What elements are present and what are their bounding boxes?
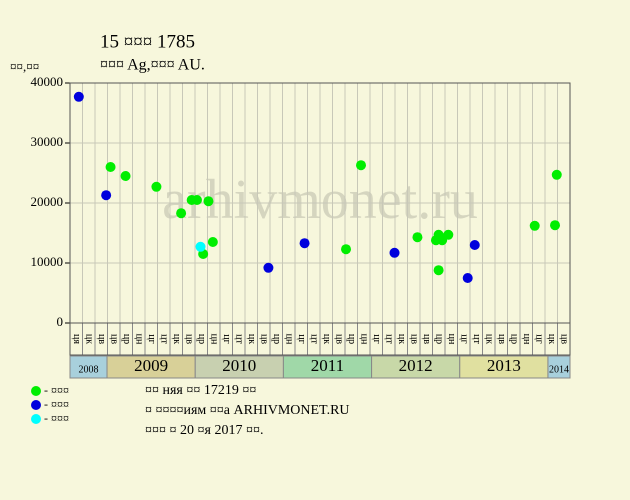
point [203,196,214,207]
month-label: цг [296,334,307,343]
month-label: цр [346,334,357,344]
month-label: цн [358,334,369,345]
month-label: цк [546,334,557,344]
point [341,244,352,255]
point [195,241,206,252]
month-label: цк [83,334,94,344]
year-label: 2012 [399,356,433,375]
month-label: цн [283,334,294,345]
chart-title: 15 ¤¤¤ 1785 [100,31,195,52]
legend-label: - ¤¤¤ [44,383,69,397]
point [550,220,561,231]
year-label: 2013 [487,356,521,375]
month-label: цв [333,334,344,344]
point [389,247,400,258]
point [263,262,274,273]
point [356,160,367,171]
month-label: цк [483,334,494,344]
year-label: 2014 [549,364,569,375]
legend-marker [31,386,41,396]
y-tick-label: 10000 [31,254,64,269]
month-label: цг [533,334,544,343]
legend-label: - ¤¤¤ [44,397,69,411]
month-label: цк [321,334,332,344]
month-label: цр [121,334,132,344]
y-tick-label: 30000 [31,134,64,149]
point [433,265,444,276]
month-label: цн [446,334,457,345]
point [443,229,454,240]
month-label: ця [71,334,82,344]
month-label: цк [396,334,407,344]
year-label: 2009 [134,356,168,375]
month-label: цр [271,334,282,344]
year-band [547,355,571,379]
y-tick-label: 0 [57,314,64,329]
point [299,238,310,249]
plot-frame [69,82,571,356]
year-label: 2008 [79,364,99,375]
legend-label: - ¤¤¤ [44,411,69,425]
point [120,171,131,181]
point [462,273,473,283]
month-label: цв [96,334,107,344]
note: ¤¤¤ ¤ 20 ¤я 2017 ¤¤. [145,423,263,438]
legend-marker [31,414,41,424]
month-label: цт [308,334,319,344]
month-label: цг [221,334,232,343]
chart-subtitle: ¤¤¤ Ag,¤¤¤ AU. [100,57,205,74]
legend-marker [31,400,41,410]
month-label: цв [558,334,569,344]
point [207,237,218,247]
month-label: цт [233,334,244,344]
month-label: цн [133,334,144,345]
year-label: 2011 [311,356,344,375]
point [191,195,202,205]
note: ¤ ¤¤¤¤иям ¤¤а ARHIVMONET.RU [145,403,350,418]
point [176,208,187,219]
month-label: цт [383,334,394,344]
note: ¤¤ няя ¤¤ 17219 ¤¤ [145,383,256,398]
year-label: 2010 [222,356,256,375]
point [105,162,116,172]
month-label: цв [258,334,269,344]
month-label: цр [433,334,444,344]
month-label: цв [108,334,119,344]
y-tick-label: 20000 [31,194,64,209]
month-label: цв [408,334,419,344]
point [412,232,423,243]
month-label: цв [183,334,194,344]
month-label: цв [496,334,507,344]
month-label: цт [471,334,482,344]
point [469,240,480,250]
month-label: цг [371,334,382,343]
month-label: цр [196,334,207,344]
month-label: цк [171,334,182,344]
month-label: цг [146,334,157,343]
point [151,181,162,192]
month-label: цв [421,334,432,344]
month-label: цн [521,334,532,345]
month-label: цр [508,334,519,344]
y-axis-label: ¤¤,¤¤ [10,59,39,74]
month-label: цн [208,334,219,345]
point [551,169,562,180]
month-label: цк [246,334,257,344]
point [73,91,84,102]
month-label: цг [458,334,469,343]
point [529,220,540,231]
y-tick-label: 40000 [31,74,64,89]
month-label: цт [158,334,169,344]
point [101,190,112,201]
